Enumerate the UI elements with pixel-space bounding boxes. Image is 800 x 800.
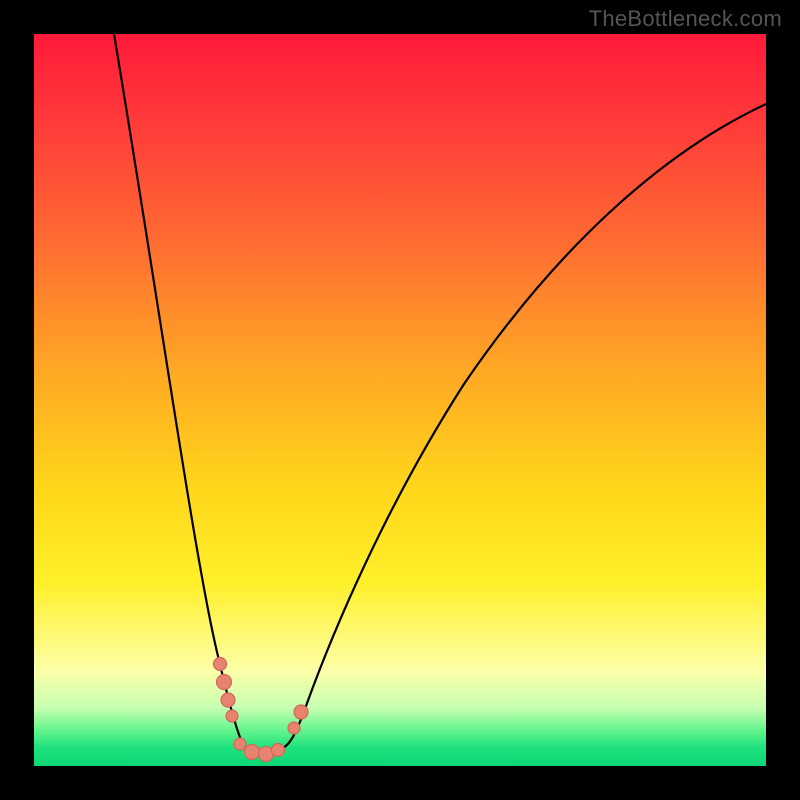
data-point-marker <box>226 710 238 722</box>
data-point-marker <box>245 745 260 760</box>
data-point-marker <box>294 705 308 719</box>
gradient-background <box>34 34 766 766</box>
data-point-marker <box>217 675 232 690</box>
data-point-marker <box>234 738 246 750</box>
watermark-label: TheBottleneck.com <box>589 6 782 32</box>
plot-area <box>34 34 766 766</box>
data-point-marker <box>214 658 227 671</box>
bottleneck-curve-chart <box>34 34 766 766</box>
data-point-marker <box>221 693 235 707</box>
chart-frame: TheBottleneck.com <box>0 0 800 800</box>
data-point-marker <box>272 744 285 757</box>
data-point-marker <box>288 722 300 734</box>
